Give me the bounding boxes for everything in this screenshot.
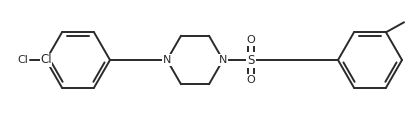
Text: Cl: Cl — [40, 54, 52, 66]
Text: N: N — [219, 55, 227, 65]
Text: S: S — [248, 54, 255, 66]
Text: O: O — [247, 75, 255, 85]
Text: N: N — [163, 55, 171, 65]
Text: O: O — [247, 35, 255, 45]
Text: Cl: Cl — [17, 55, 28, 65]
